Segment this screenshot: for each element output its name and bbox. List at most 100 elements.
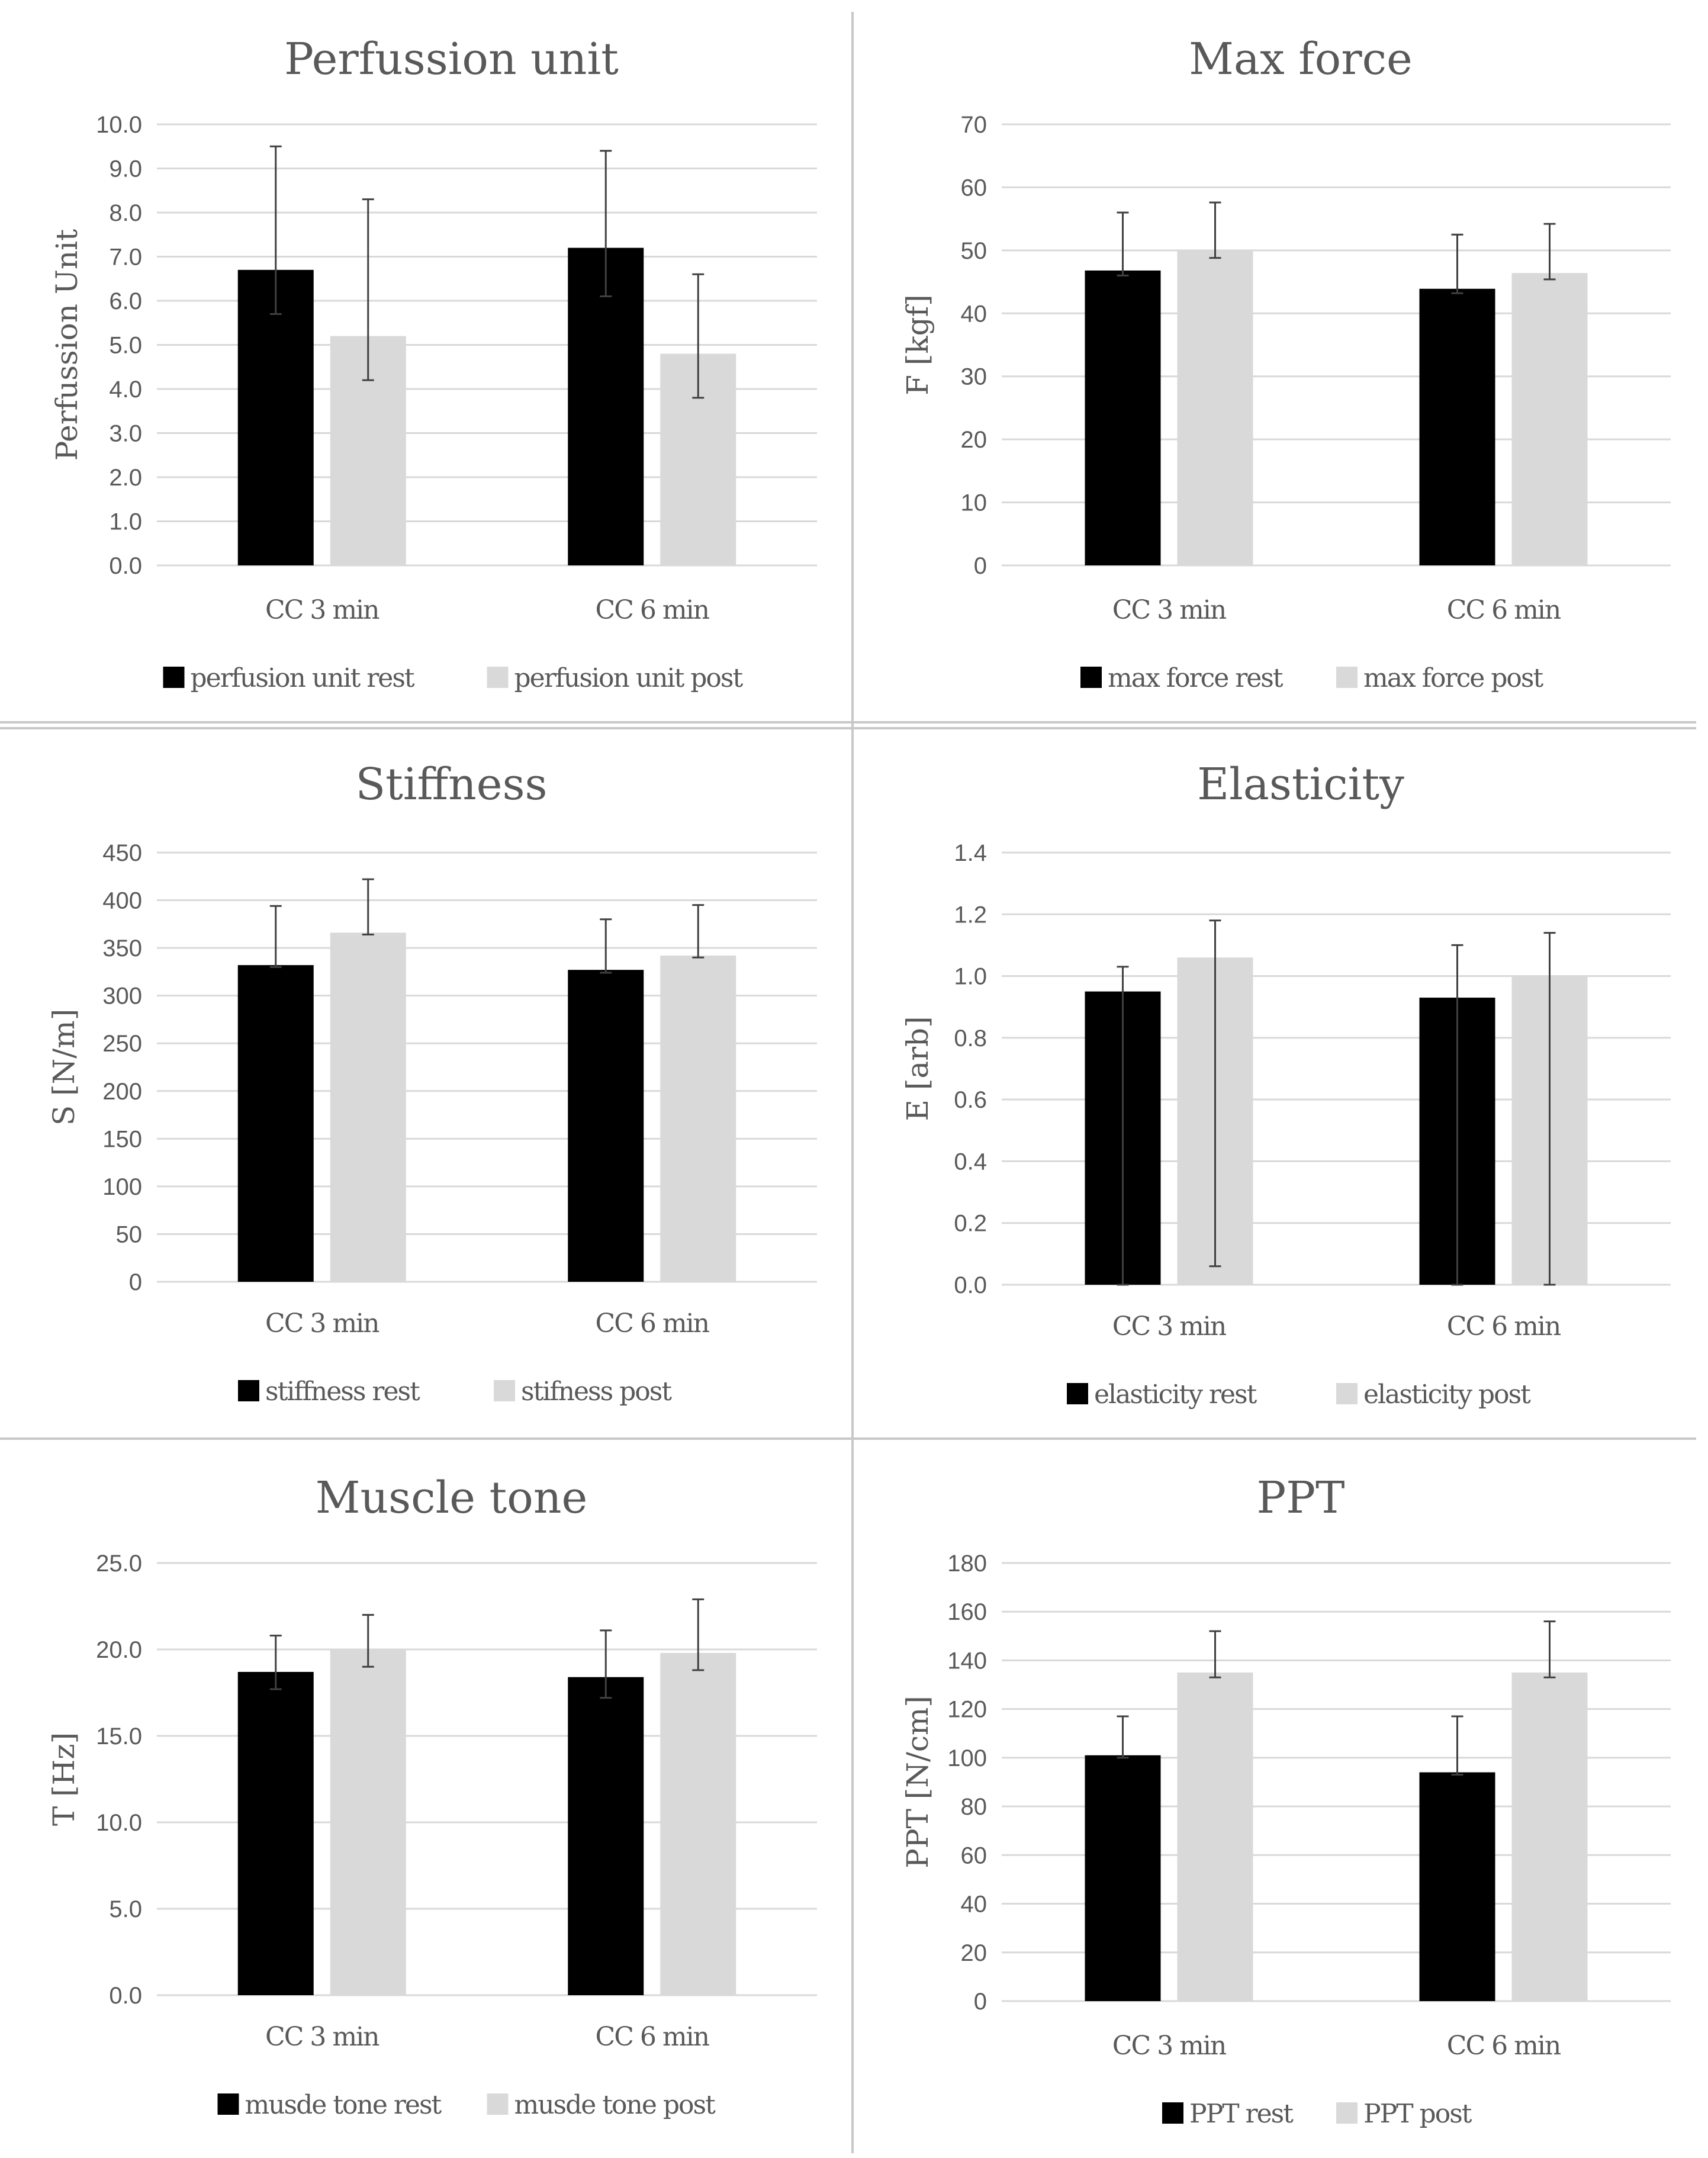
legend-swatch-rest bbox=[217, 2093, 239, 2115]
legend: max force rest max force post bbox=[1080, 663, 1545, 693]
y-tick-label: 30 bbox=[961, 364, 988, 390]
y-tick-label: 0 bbox=[974, 1989, 987, 2015]
bar-rest-1 bbox=[237, 1671, 314, 1995]
legend-swatch-rest bbox=[1162, 2102, 1183, 2124]
legend: PPT rest PPT post bbox=[1162, 2099, 1474, 2129]
bar-post-1 bbox=[1177, 1673, 1253, 2001]
legend-label-post: elasticity post bbox=[1363, 1379, 1531, 1410]
legend-label-rest: musde tone rest bbox=[245, 2090, 442, 2120]
y-tick-label: 0.2 bbox=[954, 1211, 987, 1237]
legend-label-post: max force post bbox=[1363, 663, 1543, 693]
legend-label-rest: PPT rest bbox=[1189, 2099, 1294, 2129]
y-tick-label: 180 bbox=[947, 1551, 987, 1577]
y-tick-label: 1.2 bbox=[954, 902, 987, 928]
y-tick-label: 300 bbox=[102, 983, 142, 1009]
y-tick-label: 1.0 bbox=[954, 964, 987, 990]
y-tick-label: 0.8 bbox=[954, 1025, 987, 1051]
x-tick-label: CC 6 min bbox=[1447, 1311, 1561, 1342]
y-tick-label: 80 bbox=[961, 1794, 988, 1820]
y-tick-label: 5.0 bbox=[109, 333, 142, 359]
x-tick-label: CC 6 min bbox=[1447, 595, 1561, 625]
legend-label-post: PPT post bbox=[1363, 2099, 1472, 2129]
bar-post-1 bbox=[330, 1649, 406, 1995]
legend-swatch-post bbox=[1336, 2102, 1358, 2124]
legend-swatch-post bbox=[494, 1380, 515, 1401]
y-tick-label: 150 bbox=[102, 1126, 142, 1152]
y-tick-label: 15.0 bbox=[96, 1723, 142, 1749]
x-tick-label: CC 3 min bbox=[1112, 1311, 1227, 1342]
legend-swatch-post bbox=[1336, 667, 1358, 688]
bar-rest-1 bbox=[237, 965, 314, 1282]
y-tick-label: 0.0 bbox=[109, 1983, 142, 2009]
chart-panel-6: PPT 0 20 40 60 80 100 120 140 160 180 PPT [N/cm] CC … bbox=[854, 1442, 1707, 2158]
y-tick-label: 2.0 bbox=[109, 465, 142, 491]
bar-rest-1 bbox=[1085, 270, 1161, 565]
legend: stiffness rest stifness post bbox=[238, 1377, 673, 1407]
y-tick-label: 10.0 bbox=[96, 1810, 142, 1836]
y-tick-label: 40 bbox=[961, 301, 988, 327]
legend-swatch-post bbox=[1336, 1383, 1358, 1404]
y-tick-label: 60 bbox=[961, 1842, 988, 1868]
y-tick-label: 120 bbox=[947, 1697, 987, 1723]
y-tick-label: 50 bbox=[116, 1221, 143, 1247]
y-tick-label: 100 bbox=[102, 1174, 142, 1200]
y-tick-label: 400 bbox=[102, 888, 142, 914]
y-tick-label: 250 bbox=[102, 1031, 142, 1057]
legend-label-post: perfusion unit post bbox=[514, 663, 744, 693]
legend-label-rest: stiffness rest bbox=[265, 1377, 420, 1407]
chart-svg: Perfussion unit 0.0 1.0 2.0 3.0 4.0 5.0 6.0 7.0 8… bbox=[50, 34, 817, 693]
chart-panel-5: Muscle tone 0.0 5.0 10.0 15.0 20.0 25.0 T [Hz] C… bbox=[0, 1442, 854, 2158]
chart-svg: Stiffness 0 50 100 150 200 250 300 350 400 450 S [N… bbox=[47, 759, 817, 1407]
chart-panel-2: Max force 0 10 20 30 40 50 60 70 F [kgf] CC 3 min C… bbox=[854, 0, 1707, 716]
y-tick-label: 450 bbox=[102, 840, 142, 866]
y-tick-label: 1.4 bbox=[954, 840, 987, 866]
chart-svg: Muscle tone 0.0 5.0 10.0 15.0 20.0 25.0 T [Hz] C… bbox=[47, 1472, 817, 2120]
legend: musde tone rest musde tone post bbox=[217, 2090, 717, 2120]
legend: elasticity rest elasticity post bbox=[1067, 1379, 1532, 1410]
y-tick-label: 1.0 bbox=[109, 509, 142, 535]
y-tick-label: 5.0 bbox=[109, 1896, 142, 1922]
legend-label-post: stifness post bbox=[521, 1377, 672, 1407]
y-axis-label: S [N/m] bbox=[47, 1009, 81, 1125]
legend-label-post: musde tone post bbox=[514, 2090, 716, 2120]
y-axis-label: E [arb] bbox=[900, 1016, 935, 1121]
y-tick-label: 60 bbox=[961, 175, 988, 201]
bar-post-2 bbox=[1511, 1673, 1588, 2001]
y-tick-label: 350 bbox=[102, 935, 142, 961]
bar-rest-1 bbox=[237, 269, 314, 565]
y-tick-label: 25.0 bbox=[96, 1551, 142, 1577]
y-tick-label: 0.0 bbox=[954, 1272, 987, 1298]
bar-post-2 bbox=[1511, 273, 1588, 565]
y-tick-label: 140 bbox=[947, 1648, 987, 1674]
chart-panel-4: Elasticity 0.0 0.2 0.4 0.6 0.8 1.0 1.2 1.4 E [arb… bbox=[854, 725, 1707, 1442]
x-tick-label: CC 6 min bbox=[596, 2022, 710, 2052]
chart-title: Perfussion unit bbox=[284, 34, 619, 85]
y-tick-label: 10.0 bbox=[96, 112, 142, 138]
y-tick-label: 40 bbox=[961, 1892, 988, 1918]
x-tick-label: CC 3 min bbox=[1112, 2031, 1227, 2061]
chart-svg: Elasticity 0.0 0.2 0.4 0.6 0.8 1.0 1.2 1.4 E [arb… bbox=[900, 759, 1671, 1410]
legend-swatch-post bbox=[487, 667, 509, 688]
chart-svg: PPT 0 20 40 60 80 100 120 140 160 180 PPT [N/cm] CC … bbox=[900, 1472, 1671, 2129]
y-tick-label: 70 bbox=[961, 112, 988, 138]
y-axis-label: T [Hz] bbox=[47, 1732, 81, 1826]
x-tick-label: CC 3 min bbox=[1112, 595, 1227, 625]
y-tick-label: 0.4 bbox=[954, 1149, 987, 1175]
chart-title: Muscle tone bbox=[316, 1472, 588, 1523]
bar-rest-2 bbox=[1419, 288, 1495, 565]
y-tick-label: 20 bbox=[961, 427, 988, 453]
bar-post-2 bbox=[660, 956, 736, 1282]
bar-post-2 bbox=[660, 1652, 736, 1995]
legend-swatch-post bbox=[487, 2093, 509, 2115]
x-tick-label: CC 3 min bbox=[265, 595, 379, 625]
y-tick-label: 4.0 bbox=[109, 377, 142, 403]
y-axis-label: PPT [N/cm] bbox=[900, 1696, 935, 1868]
y-tick-label: 8.0 bbox=[109, 200, 142, 226]
legend-swatch-rest bbox=[238, 1380, 259, 1401]
chart-panel-1: Perfussion unit 0.0 1.0 2.0 3.0 4.0 5.0 6.0 7.0 8… bbox=[0, 0, 854, 716]
x-tick-label: CC 6 min bbox=[596, 1308, 710, 1339]
y-tick-label: 20.0 bbox=[96, 1637, 142, 1663]
bar-rest-2 bbox=[568, 1677, 644, 1995]
y-tick-label: 50 bbox=[961, 238, 988, 264]
